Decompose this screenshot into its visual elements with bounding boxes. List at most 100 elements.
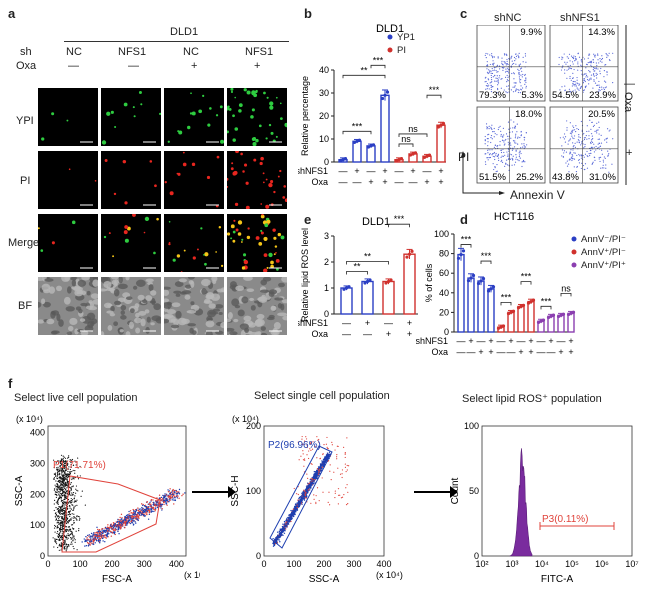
event-dot	[55, 480, 57, 482]
event-dot	[70, 502, 72, 504]
event-dot	[110, 531, 112, 534]
event-dot	[579, 136, 581, 139]
event-dot	[62, 520, 64, 523]
event-dot	[64, 485, 66, 488]
panel-c-annexin-axis: Annexin V	[510, 188, 565, 202]
event-dot	[137, 516, 140, 518]
cell-outline	[214, 304, 224, 309]
event-dot	[67, 520, 69, 523]
event-dot	[98, 533, 101, 535]
event-dot	[513, 56, 516, 59]
event-dot	[570, 79, 572, 81]
event-dot	[279, 535, 281, 537]
event-dot	[318, 438, 320, 441]
event-dot	[64, 465, 66, 467]
event-dot	[110, 535, 113, 537]
chart-title: HCT116	[494, 211, 534, 223]
event-dot	[64, 462, 66, 465]
stained-cell	[261, 214, 264, 216]
event-dot	[73, 478, 75, 480]
micrograph-tile	[164, 214, 224, 272]
stained-cell	[133, 115, 136, 118]
event-dot	[100, 532, 102, 534]
event-dot	[69, 494, 71, 496]
bar	[517, 305, 525, 333]
event-dot	[567, 143, 569, 145]
event-dot	[54, 538, 56, 540]
cell-outline	[200, 278, 211, 287]
event-dot	[578, 153, 580, 156]
event-dot	[312, 479, 314, 481]
event-dot	[57, 471, 59, 473]
stained-cell	[252, 142, 257, 146]
event-dot	[497, 81, 499, 83]
event-dot	[88, 540, 91, 543]
panel-c-oxa-minus: —	[624, 78, 635, 90]
event-dot	[587, 57, 589, 59]
event-dot	[485, 85, 487, 87]
event-dot	[601, 58, 603, 61]
event-dot	[309, 448, 311, 450]
event-dot	[69, 530, 71, 532]
event-dot	[596, 129, 598, 131]
y-tick-label: 0	[324, 309, 329, 319]
event-dot	[568, 53, 571, 55]
event-dot	[566, 61, 568, 63]
event-dot	[76, 504, 78, 506]
event-dot	[297, 505, 299, 507]
event-dot	[70, 536, 72, 539]
event-dot	[67, 462, 69, 465]
event-dot	[294, 509, 297, 511]
panel-d-letter: d	[460, 212, 468, 227]
cell-outline	[125, 296, 133, 300]
event-dot	[571, 130, 573, 132]
event-dot	[520, 67, 523, 69]
event-dot	[314, 473, 316, 476]
event-dot	[506, 79, 509, 81]
event-dot	[292, 515, 295, 518]
event-dot	[515, 154, 517, 156]
event-dot	[608, 171, 610, 173]
event-dot	[511, 72, 513, 75]
event-dot	[296, 506, 298, 509]
cell-outline	[149, 300, 157, 304]
event-dot	[60, 498, 62, 500]
event-dot	[65, 529, 67, 531]
event-dot	[322, 462, 324, 465]
event-dot	[490, 79, 493, 81]
event-dot	[515, 89, 517, 91]
event-dot	[69, 529, 72, 531]
event-dot	[63, 518, 65, 520]
event-dot	[309, 481, 311, 483]
event-dot	[496, 87, 499, 90]
stained-cell	[203, 254, 205, 256]
stained-cell	[191, 162, 196, 167]
condition-sign: —	[353, 177, 362, 187]
cell-outline	[41, 298, 46, 305]
event-dot	[598, 121, 600, 123]
event-dot	[132, 513, 135, 515]
cell-outline	[246, 288, 255, 293]
event-dot	[67, 502, 69, 504]
event-dot	[515, 149, 517, 151]
event-dot	[572, 57, 575, 60]
stained-cell	[167, 140, 170, 143]
event-dot	[491, 72, 494, 75]
event-dot	[61, 538, 63, 540]
event-dot	[329, 470, 331, 472]
event-dot	[585, 85, 587, 87]
data-point	[422, 155, 427, 159]
y-tick-label: 20	[439, 307, 449, 317]
event-dot	[578, 142, 580, 144]
data-point	[499, 325, 503, 329]
event-dot	[178, 497, 180, 500]
gate-p2	[269, 445, 333, 549]
event-dot	[107, 524, 109, 526]
data-point	[352, 140, 357, 145]
event-dot	[93, 537, 95, 540]
significance-label: ***	[501, 292, 512, 302]
event-dot	[306, 446, 308, 449]
event-dot	[58, 545, 60, 547]
event-dot	[519, 63, 522, 65]
